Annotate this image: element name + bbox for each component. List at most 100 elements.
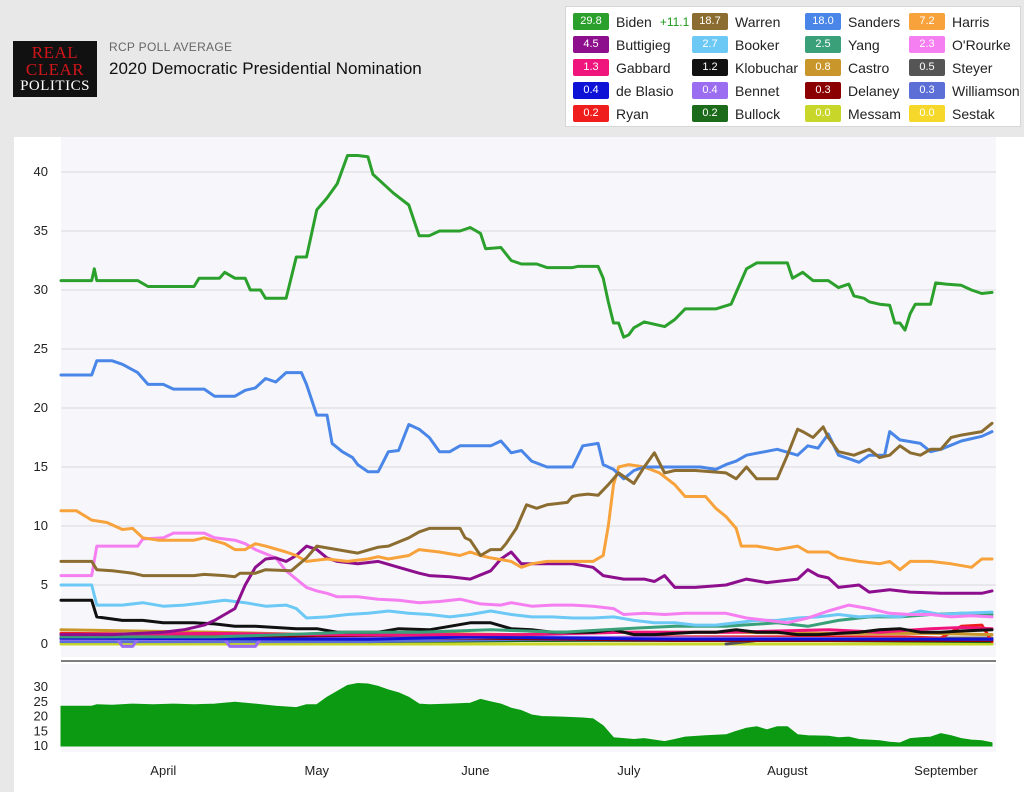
legend-name: Warren	[735, 13, 781, 30]
legend-item-bullock[interactable]: 0.2 Bullock	[692, 105, 780, 122]
legend-item-warren[interactable]: 18.7 Warren	[692, 13, 780, 30]
y-tick-label: 20	[34, 400, 48, 415]
legend-name: Messam	[848, 105, 901, 122]
nav-y-tick-label: 30	[34, 679, 48, 694]
series-line-booker[interactable]	[59, 583, 994, 627]
legend-name: Buttigieg	[616, 36, 671, 53]
chart-subtitle: RCP POLL AVERAGE	[109, 40, 233, 54]
logo-clear: CLEAR	[25, 60, 85, 79]
x-tick-label: June	[461, 763, 489, 778]
biden-lead-area	[60, 682, 993, 747]
legend-name: Booker	[735, 36, 780, 53]
legend-value-badge: 1.3	[573, 59, 609, 76]
legend-name: Yang	[848, 36, 880, 53]
legend-value-badge: 4.5	[573, 36, 609, 53]
main-plot-background	[61, 137, 996, 657]
legend-item-delaney[interactable]: 0.3 Delaney	[805, 82, 899, 99]
legend-name: Biden	[616, 13, 652, 30]
y-tick-label: 5	[41, 577, 48, 592]
legend-value-badge: 0.4	[692, 82, 728, 99]
legend-item-buttigieg[interactable]: 4.5 Buttigieg	[573, 36, 670, 53]
logo-politics: POLITICS	[20, 78, 90, 94]
series-line-o-rourke[interactable]	[59, 531, 994, 625]
legend-value-badge: 0.2	[692, 105, 728, 122]
legend-item-williamson[interactable]: 0.3 Williamson	[909, 82, 1020, 99]
legend-value-badge: 0.4	[573, 82, 609, 99]
y-tick-label: 25	[34, 341, 48, 356]
y-tick-label: 40	[34, 164, 48, 179]
legend-value-badge: 18.0	[805, 13, 841, 30]
chart-title: 2020 Democratic Presidential Nomination	[109, 59, 422, 78]
legend-lead: +11.1	[659, 14, 690, 29]
x-tick-label: May	[304, 763, 329, 778]
legend-name: Steyer	[952, 59, 993, 76]
legend-value-badge: 0.3	[805, 82, 841, 99]
series-line-de-blasio[interactable]	[59, 635, 994, 641]
legend: 29.8 Biden +11.1 18.7 Warren 18.0 Sanders 7.2 Ha…	[565, 6, 1021, 127]
legend-name: de Blasio	[616, 82, 674, 99]
x-tick-label: September	[914, 763, 978, 778]
realclearpolitics-logo[interactable]: REAL CLEAR POLITICS	[13, 41, 97, 97]
x-tick-label: April	[150, 763, 176, 778]
legend-name: Delaney	[848, 82, 900, 99]
legend-name: Harris	[952, 13, 990, 30]
y-tick-label: 30	[34, 282, 48, 297]
legend-name: Klobuchar	[735, 59, 799, 76]
series-line-harris[interactable]	[59, 463, 994, 572]
y-tick-label: 10	[34, 518, 48, 533]
legend-item-yang[interactable]: 2.5 Yang	[805, 36, 880, 53]
x-tick-label: August	[767, 763, 808, 778]
legend-name: Ryan	[616, 105, 649, 122]
legend-value-badge: 0.2	[573, 105, 609, 122]
chart-area: 0 5 10 15 20 25 30 35 40 10 15 20 25 30 April May June Ju…	[14, 137, 1024, 792]
y-tick-label: 0	[41, 636, 48, 651]
series-line-buttigieg[interactable]	[59, 544, 994, 637]
y-tick-label: 15	[34, 459, 48, 474]
legend-name: O'Rourke	[952, 36, 1011, 53]
y-tick-label: 35	[34, 223, 48, 238]
legend-item-steyer[interactable]: 0.5 Steyer	[909, 59, 992, 76]
legend-value-badge: 0.0	[909, 105, 945, 122]
legend-value-badge: 2.3	[909, 36, 945, 53]
legend-item-ryan[interactable]: 0.2 Ryan	[573, 105, 649, 122]
legend-value-badge: 7.2	[909, 13, 945, 30]
legend-value-badge: 1.2	[692, 59, 728, 76]
legend-value-badge: 2.7	[692, 36, 728, 53]
legend-name: Castro	[848, 59, 890, 76]
logo-real: REAL	[31, 43, 79, 62]
legend-item-sestak[interactable]: 0.0 Sestak	[909, 105, 995, 122]
x-tick-label: July	[617, 763, 641, 778]
legend-name: Williamson	[952, 82, 1020, 99]
legend-name: Sanders	[848, 13, 901, 30]
legend-value-badge: 18.7	[692, 13, 728, 30]
series-line-biden[interactable]	[59, 154, 994, 339]
nav-y-tick-label: 20	[34, 709, 48, 724]
legend-value-badge: 29.8	[573, 13, 609, 30]
legend-value-badge: 0.5	[909, 59, 945, 76]
legend-item-biden[interactable]: 29.8 Biden +11.1	[573, 13, 689, 30]
legend-item-castro[interactable]: 0.8 Castro	[805, 59, 889, 76]
nav-y-tick-label: 15	[34, 723, 48, 738]
legend-item-harris[interactable]: 7.2 Harris	[909, 13, 989, 30]
legend-name: Sestak	[952, 105, 995, 122]
nav-y-tick-label: 10	[34, 738, 48, 753]
legend-value-badge: 0.0	[805, 105, 841, 122]
legend-value-badge: 0.8	[805, 59, 841, 76]
legend-item-gabbard[interactable]: 1.3 Gabbard	[573, 59, 670, 76]
legend-item-de-blasio[interactable]: 0.4 de Blasio	[573, 82, 674, 99]
header: REAL CLEAR POLITICS RCP POLL AVERAGE 202…	[0, 0, 1024, 135]
nav-y-tick-label: 25	[34, 694, 48, 709]
legend-value-badge: 0.3	[909, 82, 945, 99]
legend-item-messam[interactable]: 0.0 Messam	[805, 105, 901, 122]
legend-name: Gabbard	[616, 59, 671, 76]
legend-item-bennet[interactable]: 0.4 Bennet	[692, 82, 779, 99]
series-line-warren[interactable]	[59, 421, 994, 579]
legend-item-sanders[interactable]: 18.0 Sanders	[805, 13, 900, 30]
legend-name: Bennet	[735, 82, 780, 99]
legend-item-klobuchar[interactable]: 1.2 Klobuchar	[692, 59, 798, 76]
legend-item-o-rourke[interactable]: 2.3 O'Rourke	[909, 36, 1011, 53]
legend-item-booker[interactable]: 2.7 Booker	[692, 36, 779, 53]
legend-value-badge: 2.5	[805, 36, 841, 53]
legend-name: Bullock	[735, 105, 781, 122]
